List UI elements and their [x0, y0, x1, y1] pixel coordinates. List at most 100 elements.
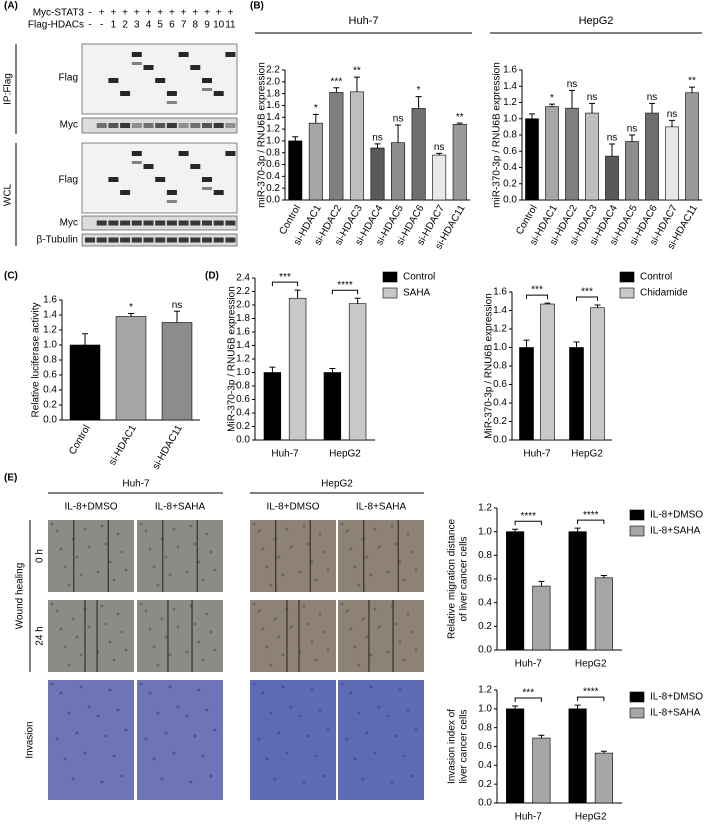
significance-label: ns	[587, 92, 598, 103]
blot-band	[202, 123, 212, 128]
texture	[193, 542, 197, 546]
texture	[185, 714, 189, 718]
texture	[201, 578, 205, 582]
texture	[373, 607, 377, 611]
error-bar	[523, 339, 530, 348]
texture	[257, 529, 261, 533]
texture	[139, 682, 143, 686]
y-tick-label: 1.0	[236, 367, 250, 378]
texture	[164, 635, 168, 639]
texture	[160, 617, 164, 621]
lane-label: 6	[169, 20, 175, 31]
texture	[100, 524, 104, 528]
texture	[365, 731, 369, 735]
texture	[265, 757, 269, 761]
bar	[525, 118, 539, 201]
texture	[357, 663, 361, 667]
texture	[373, 527, 377, 531]
texture	[185, 650, 189, 654]
lane-label: 11	[225, 20, 236, 31]
panel-label: (C)	[4, 271, 18, 282]
blot-band	[190, 237, 201, 243]
blot-band	[178, 237, 189, 243]
texture	[160, 777, 164, 781]
texture	[386, 570, 390, 574]
y-tick-label: 2.0	[236, 300, 250, 311]
blot-band	[178, 151, 189, 156]
blot-band	[166, 91, 177, 96]
significance-bracket	[576, 296, 598, 301]
blot-band	[225, 237, 236, 243]
texture	[349, 627, 353, 631]
blot-row-label: Flag	[59, 175, 78, 186]
texture	[252, 602, 256, 606]
lane-label: +	[122, 8, 128, 19]
time-label: 0 h	[35, 549, 46, 563]
lane-label: 3	[134, 20, 140, 31]
x-tick-label: Huh-7	[523, 449, 551, 460]
significance-label: ns	[172, 300, 183, 311]
blot-band	[155, 237, 166, 243]
blot-band	[202, 88, 212, 91]
texture	[410, 630, 414, 634]
time-label: 24 h	[35, 626, 46, 645]
texture	[124, 568, 128, 572]
texture	[55, 529, 59, 533]
y-tick-label: 0.0	[478, 798, 492, 809]
significance-bracket	[331, 289, 359, 295]
y-tick-label: 0.8	[478, 550, 492, 561]
blot-band	[120, 190, 131, 195]
y-tick-label: 0.8	[266, 147, 280, 158]
y-tick-label: 0.0	[493, 435, 507, 446]
blot-band	[178, 123, 189, 128]
blot-band	[143, 237, 154, 243]
texture	[148, 627, 152, 631]
texture	[193, 734, 197, 738]
error-bar	[594, 304, 601, 308]
legend-label: Chidamide	[640, 288, 688, 299]
significance-label: ****	[583, 510, 599, 521]
texture	[265, 565, 269, 569]
micrograph	[338, 680, 424, 800]
texture	[213, 728, 217, 732]
blot-band	[108, 220, 119, 226]
y-tick-label: 0.4	[266, 171, 280, 182]
micrograph	[250, 520, 336, 592]
blot-band	[108, 78, 119, 83]
bar	[506, 531, 525, 651]
texture	[345, 609, 349, 613]
significance-label: ****	[337, 280, 353, 291]
significance-label: ns	[372, 133, 383, 144]
texture	[71, 617, 75, 621]
y-tick-label: 0.2	[236, 421, 250, 432]
bar	[585, 112, 599, 201]
blot-band	[202, 78, 212, 83]
texture	[349, 547, 353, 551]
blot-row-label: Myc	[60, 218, 78, 229]
texture	[144, 609, 148, 613]
blot-band	[225, 151, 236, 156]
texture	[83, 751, 87, 755]
error-bar	[669, 119, 675, 127]
error-bar	[269, 366, 276, 373]
y-tick-label: 2.2	[266, 65, 280, 76]
texture	[261, 547, 265, 551]
texture	[176, 705, 180, 709]
texture	[402, 658, 406, 662]
texture	[120, 774, 124, 778]
significance-label: ns	[393, 114, 404, 125]
texture	[398, 560, 402, 564]
blot-band	[202, 220, 212, 226]
y-tick-label: 1.2	[503, 97, 517, 108]
texture	[108, 640, 112, 644]
y-tick-label: 0.8	[493, 361, 507, 372]
texture	[340, 522, 344, 526]
y-tick-label: 2.4	[236, 273, 250, 284]
texture	[100, 604, 104, 608]
y-tick-label: 1.6	[43, 295, 57, 306]
bar	[452, 124, 467, 201]
error-bar	[312, 113, 319, 124]
error-bar	[609, 143, 615, 157]
texture	[298, 714, 302, 718]
blot-band	[96, 237, 107, 243]
